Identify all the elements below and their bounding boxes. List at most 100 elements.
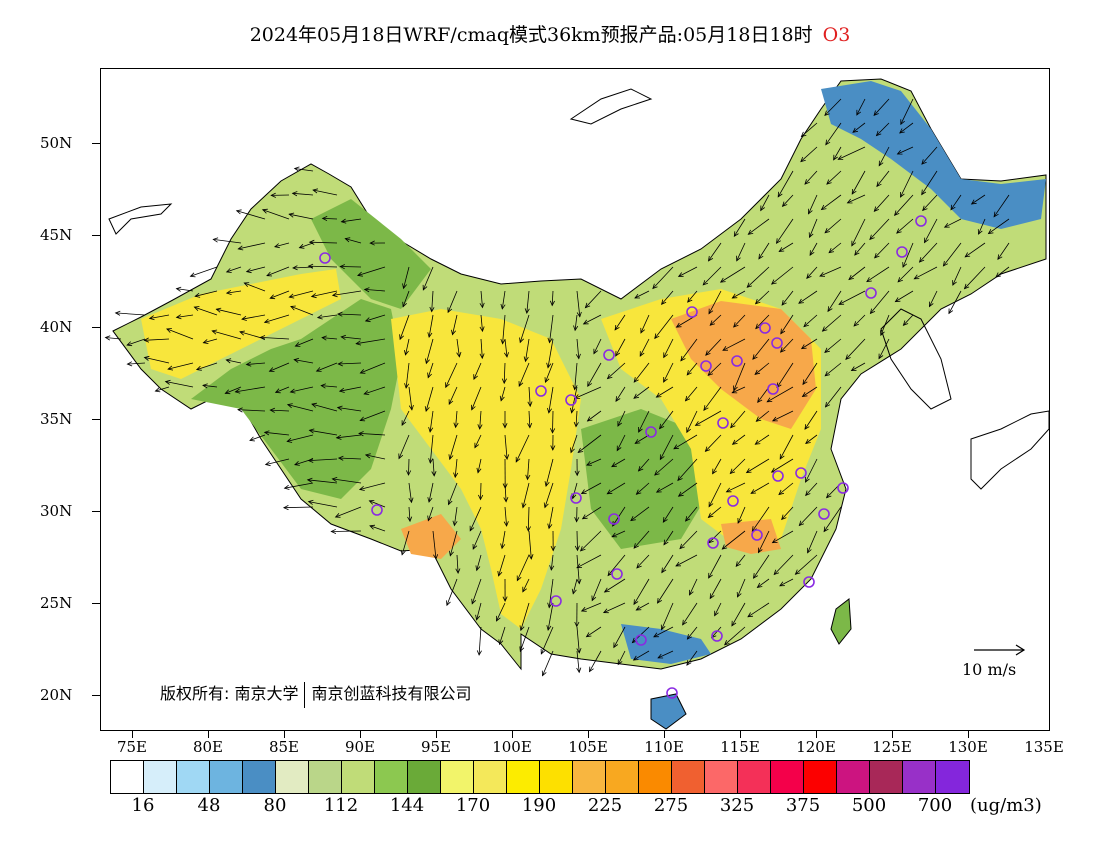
wind-arrow-icon [401,410,410,426]
wind-arrow-icon [720,266,746,283]
wind-arrow-icon [995,266,1010,278]
wind-arrowhead-icon [215,307,222,313]
wind-arrow-icon [686,650,698,666]
wind-arrow-icon [856,98,866,116]
wind-arrowhead-icon [876,181,882,188]
lat-label-20: 20N [40,686,73,704]
wind-arrow-icon [155,386,170,392]
wind-arrowhead-icon [894,297,901,303]
wind-arrow-icon [522,578,530,592]
wind-arrow-icon [687,290,698,303]
wind-arrow-icon [144,338,170,341]
wind-arrow-icon [471,578,482,604]
lat-tick [92,511,100,512]
wind-arrowhead-icon [760,205,765,212]
wind-arrowhead-icon [758,547,763,554]
wind-arrowhead-icon [576,578,582,585]
wind-arrowhead-icon [640,327,645,334]
wind-arrowhead-icon [525,474,531,481]
wind-arrow-icon [758,242,770,260]
wind-arrowhead-icon [571,588,577,595]
wind-arrow-icon [476,554,482,571]
wind-arrowhead-icon [896,228,902,234]
wind-arrow-icon [576,554,602,569]
orange-zone-tibet [401,514,461,559]
wind-arrow-icon [356,338,386,345]
wind-arrowhead-icon [359,369,366,374]
wind-arrowhead-icon [408,497,414,504]
wind-arrow-icon [876,122,890,136]
wind-arrow-icon [525,338,530,362]
station-marker-icon [717,417,729,429]
wind-arrow-icon [265,458,290,465]
wind-arrowhead-icon [427,497,433,503]
wind-arrow-icon [144,357,170,364]
wind-arrowhead-icon [779,453,785,460]
wind-arrow-icon [772,410,794,422]
wind-arrowhead-icon [407,516,413,523]
wind-arrowhead-icon [114,310,121,316]
wind-arrowhead-icon [675,561,682,567]
wind-arrow-icon [341,218,362,223]
wind-arrow-icon [948,290,962,314]
wind-arrowhead-icon [574,621,580,628]
wind-arrow-icon [712,458,722,474]
wind-arrowhead-icon [235,209,242,215]
wind-arrow-icon [339,386,362,392]
wind-arrowhead-icon [779,581,785,587]
wind-arrowhead-icon [635,489,642,495]
wind-arrowhead-icon [502,423,508,429]
wind-arrow-icon [705,338,722,356]
wind-arrowhead-icon [824,371,831,377]
station-marker-icon [865,287,877,299]
wind-arrowhead-icon [401,420,407,427]
wind-arrow-icon [583,314,602,325]
wind-arrow-icon [582,506,602,520]
wind-arrowhead-icon [504,454,510,461]
wind-arrow-icon [803,314,818,327]
wind-arrowhead-icon [400,549,406,556]
wind-arrow-icon [452,314,458,335]
wind-arrow-icon [357,266,386,276]
station-marker-icon [795,467,807,479]
wind-arrowhead-icon [851,188,857,195]
wind-arrow-icon [997,242,1010,260]
wind-arrow-icon [782,194,794,207]
wind-arrowhead-icon [580,489,587,495]
wind-arrowhead-icon [311,402,317,408]
wind-arrow-icon [589,650,602,672]
wind-arrow-icon [408,458,410,476]
wind-arrowhead-icon [447,307,453,314]
wind-arrow-icon [550,554,554,571]
wind-arrow-icon [432,530,437,560]
wind-arrow-icon [708,554,722,579]
wind-arrowhead-icon [315,367,322,372]
wind-arrow-icon [428,314,434,338]
colorbar-swatch [243,761,276,793]
wind-arrowhead-icon [580,606,587,612]
wind-arrowhead-icon [211,329,218,335]
wind-arrow-icon [895,290,914,302]
wind-arrowhead-icon [825,139,831,146]
wind-arrowhead-icon [593,348,599,355]
wind-arrow-icon [213,239,242,244]
wind-arrowhead-icon [453,422,459,429]
wind-arrow-icon [398,434,410,459]
wind-arrowhead-icon [963,283,970,290]
wind-arrow-icon [746,458,770,473]
wind-arrowhead-icon [266,271,273,277]
wind-arrowhead-icon [997,254,1003,261]
wind-arrow-icon [549,314,554,343]
colorbar-swatch [804,761,837,793]
wind-arrowhead-icon [586,416,593,422]
wind-arrow-icon [730,410,746,428]
wind-arrowhead-icon [899,128,905,134]
wind-arrow-icon [446,578,458,606]
wind-arrow-icon [873,98,890,116]
wind-arrow-icon [548,506,554,529]
lat-tick [92,327,100,328]
taiwan-island [830,598,852,645]
wind-arrowhead-icon [475,565,481,572]
korea-outline [880,308,952,410]
wind-arrow-icon [126,338,146,346]
